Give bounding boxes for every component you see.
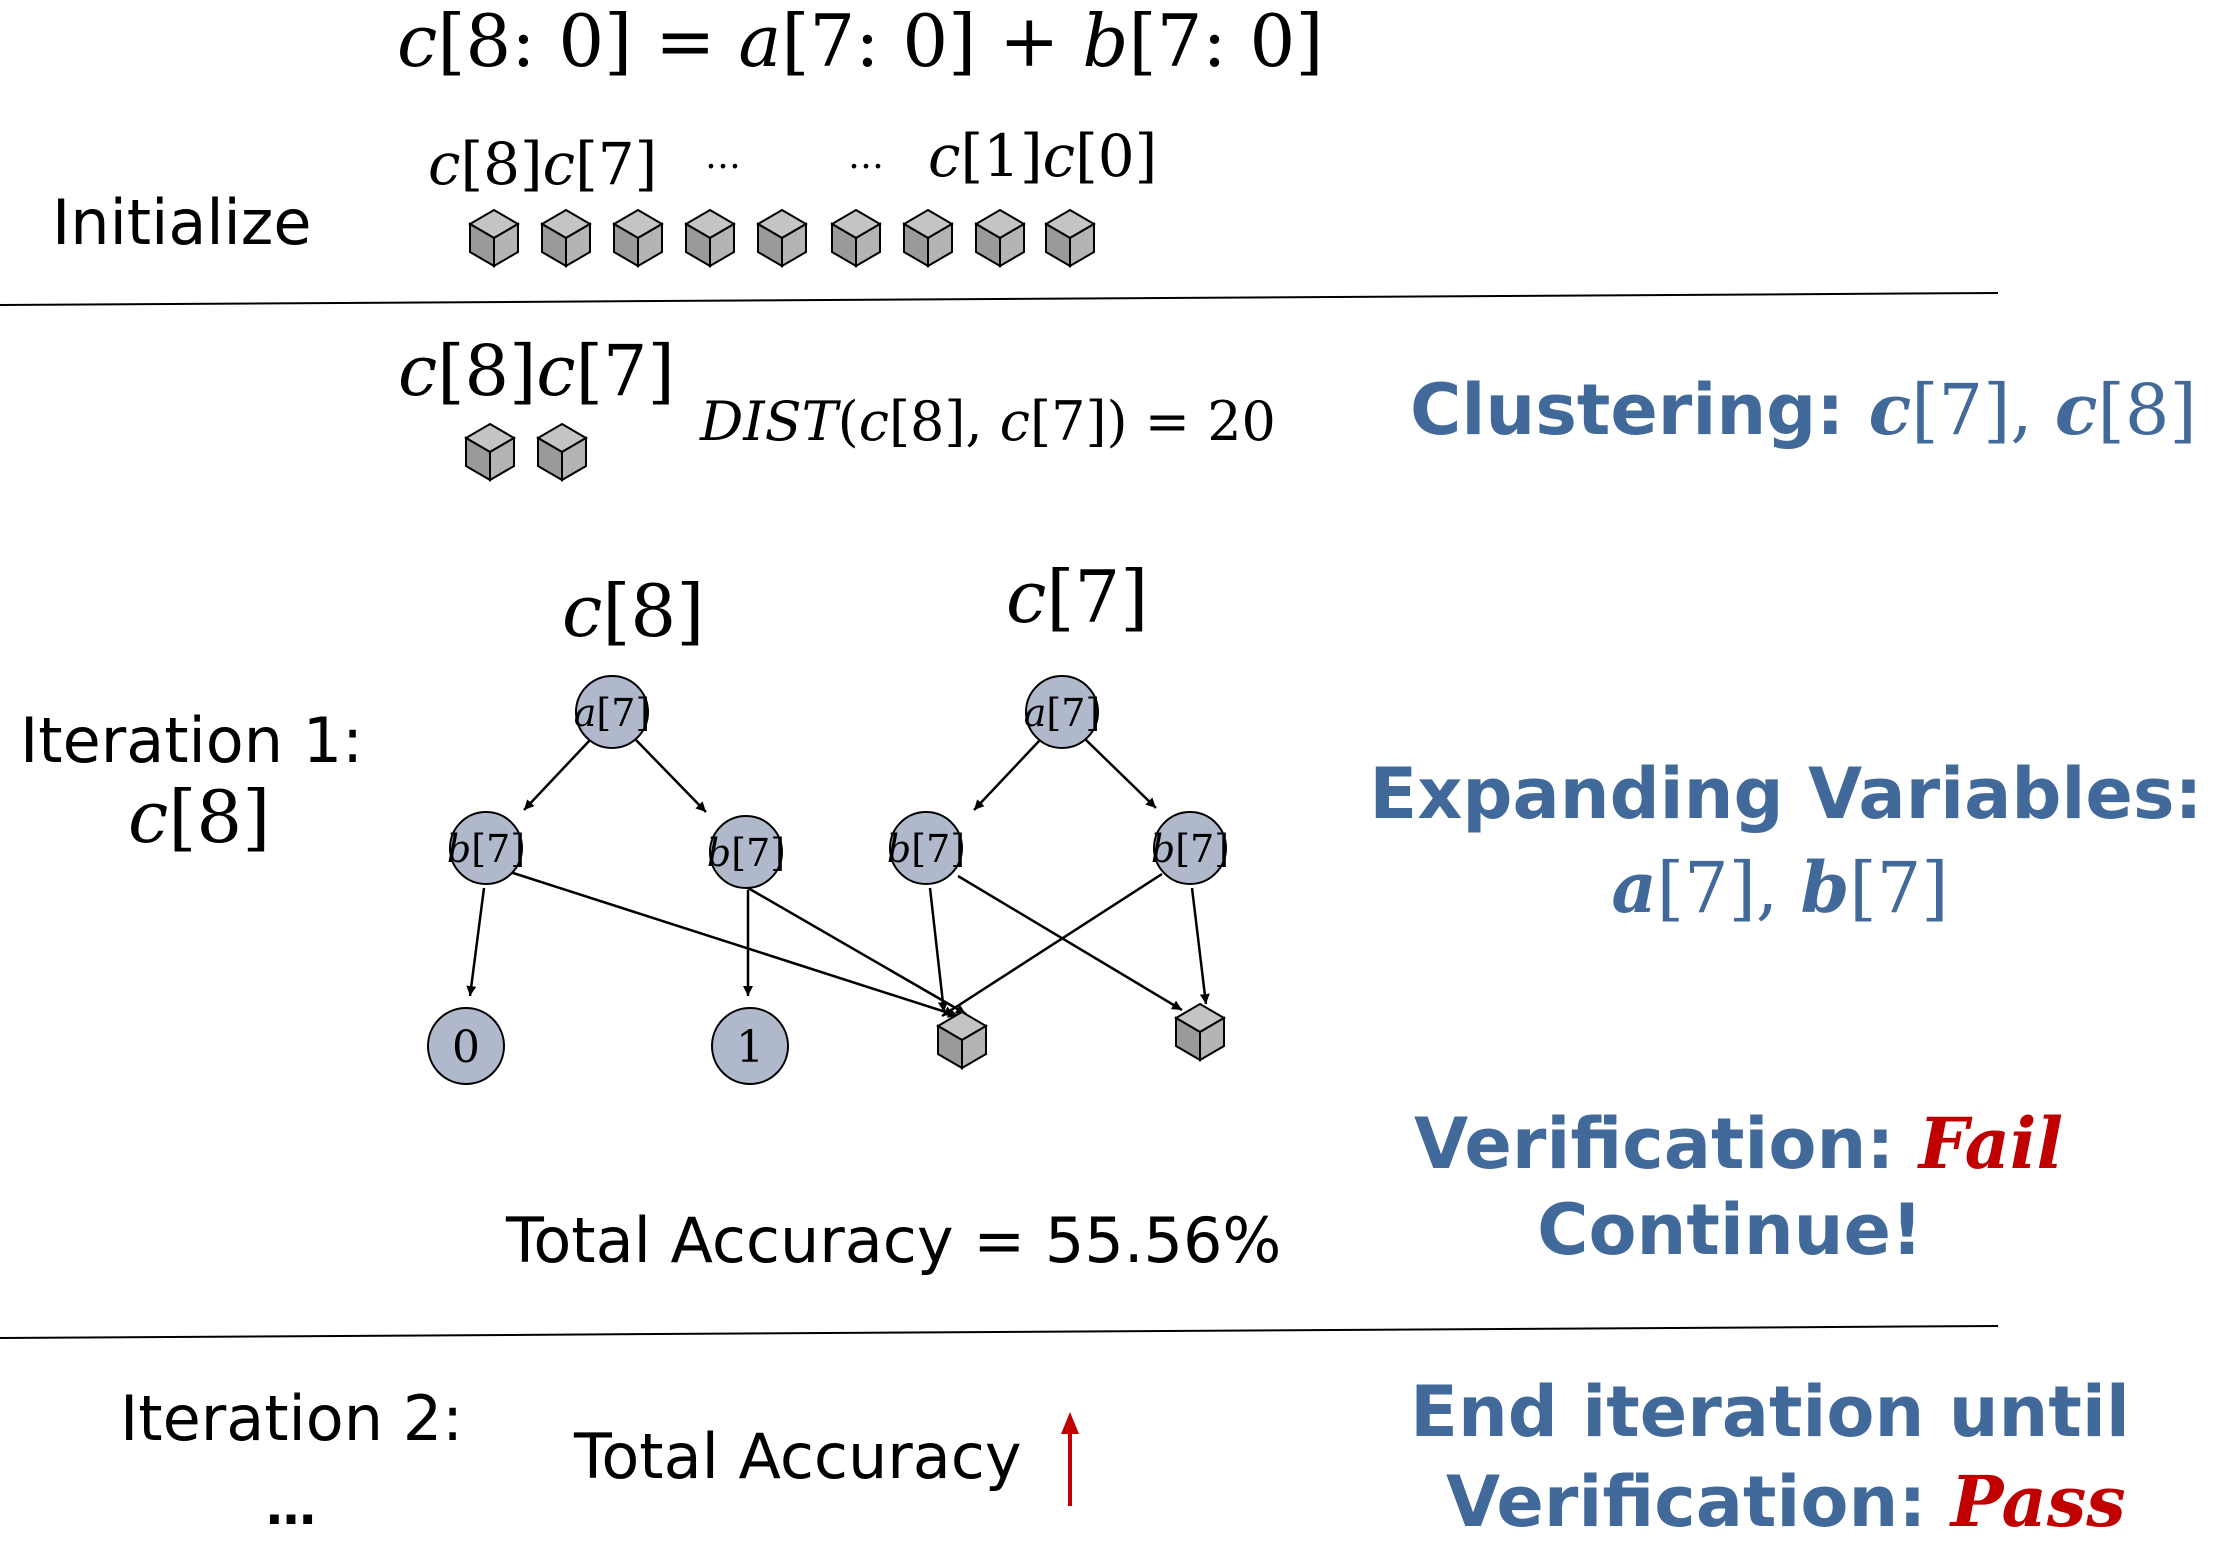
- node-label: b[7]: [707, 831, 785, 875]
- end-iteration-label: End iteration until: [1410, 1371, 2130, 1453]
- expanding-label: Expanding Variables:: [1369, 753, 2202, 835]
- node-label: a[7]: [1024, 691, 1100, 735]
- iteration1-label: Iteration 1:: [20, 704, 363, 777]
- init-bits-left: c[8]c[7]: [428, 130, 657, 198]
- clustering-result: Clustering: c[7], c[8]: [1410, 368, 2197, 451]
- init-ellipsis-1: …: [705, 136, 741, 177]
- divider-top: [0, 292, 1999, 306]
- total-accuracy-2: Total Accuracy: [573, 1420, 1022, 1493]
- node-label: b[7]: [887, 827, 965, 871]
- cube-icon: [537, 423, 587, 481]
- edge: [635, 739, 707, 813]
- cube-icon: [1175, 1003, 1225, 1061]
- iteration2-ellipsis: …: [266, 1478, 316, 1536]
- cube-icon: [1045, 209, 1095, 267]
- node-a-right: a[7]: [1024, 675, 1100, 749]
- expanding-vars: a[7], b[7]: [1611, 846, 1948, 929]
- equation: c[8: 0] = a[7: 0] + b[7: 0]: [397, 0, 1323, 83]
- cube-icon: [757, 209, 807, 267]
- node-label: b[7]: [447, 827, 525, 871]
- terminal-label: 0: [452, 1022, 480, 1073]
- edge: [747, 886, 967, 1016]
- divider-bottom: [0, 1325, 1999, 1339]
- continue-label: Continue!: [1537, 1189, 1923, 1271]
- node-b-3: b[7]: [887, 811, 965, 885]
- edge: [509, 870, 959, 1018]
- cube-icon: [685, 209, 735, 267]
- edge: [973, 739, 1041, 811]
- node-a-left: a[7]: [574, 675, 650, 749]
- cube-icon: [831, 209, 881, 267]
- node-b-4: b[7]: [1151, 811, 1229, 885]
- node-b-1: b[7]: [447, 811, 525, 885]
- arrow-up-icon: [1061, 1412, 1079, 1506]
- tree-right-title: c[7]: [1006, 555, 1148, 639]
- edge: [1190, 887, 1210, 1005]
- cube-icon: [469, 209, 519, 267]
- edge: [941, 872, 1163, 1018]
- cube-icon: [937, 1011, 987, 1069]
- init-ellipsis-2: …: [848, 136, 884, 177]
- cube-icon: [465, 423, 515, 481]
- iteration1-target: c[8]: [128, 775, 270, 859]
- edge: [523, 739, 591, 811]
- terminal-1: 1: [711, 1007, 789, 1085]
- total-accuracy-1: Total Accuracy = 55.56%: [505, 1204, 1281, 1277]
- end-verification-status: Verification: Pass: [1446, 1460, 2126, 1543]
- edge: [928, 887, 948, 1013]
- terminal-label: 1: [736, 1022, 764, 1073]
- cluster-pair-label: c[8]c[7]: [398, 330, 675, 412]
- node-label: b[7]: [1151, 827, 1229, 871]
- tree-edges: [466, 739, 1210, 1018]
- initialize-label: Initialize: [52, 186, 311, 259]
- init-cube-row: [469, 209, 1095, 267]
- dist-formula: DIST(c[8], c[7]) = 20: [699, 390, 1276, 453]
- node-b-2: b[7]: [707, 815, 785, 889]
- node-label: a[7]: [574, 691, 650, 735]
- init-bits-right: c[1]c[0]: [928, 122, 1157, 190]
- terminal-0: 0: [427, 1007, 505, 1085]
- cube-icon: [903, 209, 953, 267]
- cube-icon: [613, 209, 663, 267]
- tree-left-title: c[8]: [562, 569, 704, 653]
- edge: [466, 887, 486, 997]
- cube-icon: [975, 209, 1025, 267]
- verification-status: Verification: Fail: [1414, 1102, 2063, 1185]
- cube-icon: [541, 209, 591, 267]
- iteration2-label: Iteration 2:: [120, 1382, 463, 1455]
- edge: [957, 874, 1183, 1012]
- edge: [1085, 739, 1157, 809]
